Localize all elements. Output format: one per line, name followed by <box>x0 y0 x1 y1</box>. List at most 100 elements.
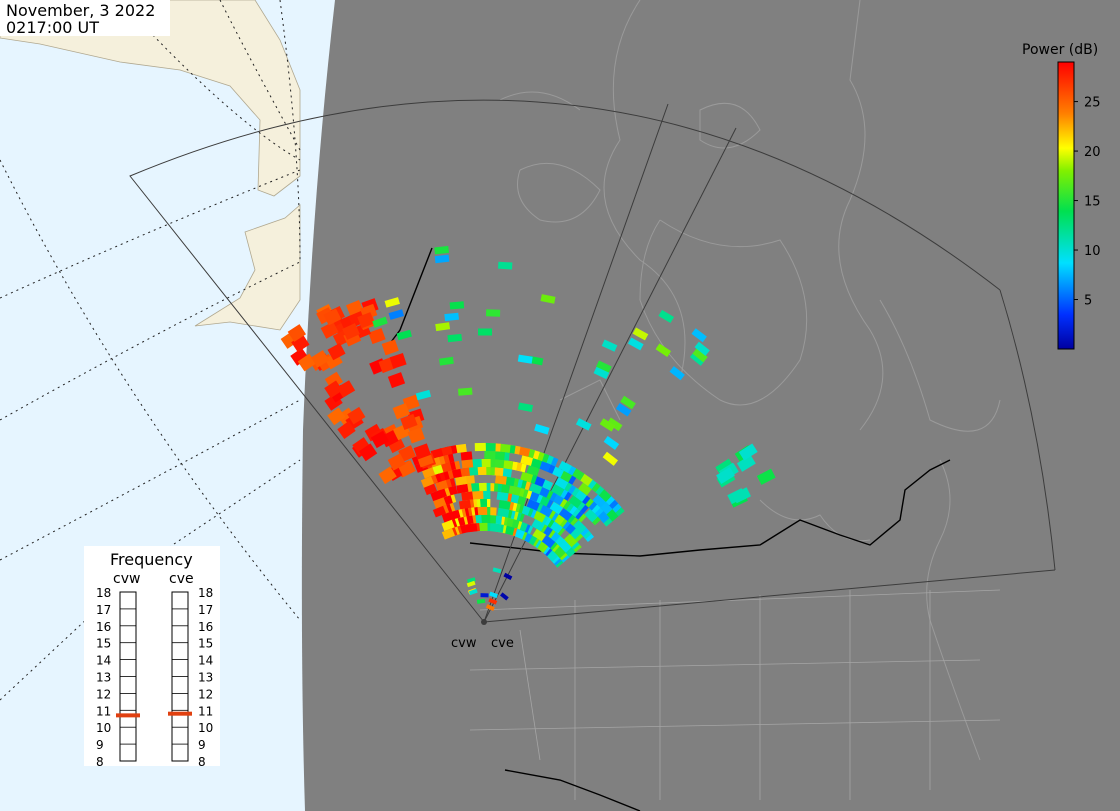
echo-cell <box>461 459 474 469</box>
frequency-scale-label: 9 <box>198 738 206 752</box>
echo-cell <box>433 497 447 509</box>
echo-cell <box>364 423 383 442</box>
echo-cell <box>484 450 496 460</box>
echo-cell <box>480 593 489 598</box>
coastlines <box>499 0 1001 761</box>
echo-cell <box>476 598 486 604</box>
echo-cell <box>532 510 546 523</box>
frequency-scale-label: 14 <box>96 654 111 668</box>
echo-cell <box>476 506 488 516</box>
echo-cell <box>381 339 399 356</box>
echo-cell <box>603 436 620 450</box>
echo-cell <box>441 528 456 540</box>
echo-cell <box>389 352 407 369</box>
echo-cell <box>738 443 758 461</box>
echo-cell <box>501 459 514 470</box>
echo-cell <box>529 482 543 495</box>
site-label-cvw: cvw <box>451 636 477 651</box>
echo-cell <box>420 476 435 488</box>
echo-cell <box>517 446 531 457</box>
echo-cell <box>400 413 418 430</box>
echo-cell <box>558 460 572 474</box>
frequency-scale-label: 18 <box>198 586 213 600</box>
echo-cell <box>517 354 533 364</box>
echo-cell <box>439 356 454 366</box>
frequency-scale-label: 8 <box>198 755 206 769</box>
time-label: 0217:00 UT <box>6 18 99 37</box>
echo-cell <box>492 459 505 469</box>
echo-cell <box>689 351 706 366</box>
echo-cell <box>458 499 472 510</box>
echo-cell <box>573 520 587 534</box>
echo-cell <box>532 528 546 542</box>
frequency-scale-label: 16 <box>96 620 111 634</box>
echo-cell <box>692 348 708 363</box>
echo-cell <box>669 366 685 381</box>
echo-cell <box>756 468 776 485</box>
echo-cell <box>498 261 513 270</box>
frequency-scale-label: 14 <box>198 654 213 668</box>
radar-echoes <box>280 245 776 612</box>
echo-cell <box>435 479 449 491</box>
echo-cell <box>539 504 553 518</box>
colorbar-tick-label: 15 <box>1084 195 1101 210</box>
frequency-scale-label: 11 <box>198 704 213 718</box>
echo-cell <box>392 403 411 420</box>
echo-cell <box>520 471 534 483</box>
echo-cell <box>526 465 540 477</box>
daylight-landmass <box>0 0 301 197</box>
echo-cell <box>716 467 735 484</box>
echo-cell <box>658 309 675 324</box>
echo-cell <box>342 323 360 340</box>
echo-cell <box>441 511 455 523</box>
frequency-marker <box>116 713 140 718</box>
echo-cell <box>468 588 478 596</box>
echo-cell <box>434 254 450 264</box>
frequency-scale-label: 12 <box>96 687 111 701</box>
echo-cell <box>323 308 342 326</box>
echo-cell <box>489 523 502 533</box>
echo-cell <box>368 327 386 345</box>
echo-cell <box>602 451 619 466</box>
echo-cell <box>485 604 495 612</box>
echo-cell <box>455 476 468 486</box>
echo-cell <box>336 380 356 398</box>
colorbar-title: Power (dB) <box>1022 42 1098 58</box>
echo-cell <box>372 316 388 328</box>
echo-cell <box>575 418 592 431</box>
echo-cell <box>422 467 436 479</box>
frequency-scale-label: 13 <box>198 671 213 685</box>
echo-cell <box>423 483 438 496</box>
echo-cell <box>447 333 463 343</box>
frequency-bars: 18 18 17 17 16 16 15 15 14 14 13 13 12 12 11 11 10 10 9 9 8 8 <box>96 586 213 769</box>
frequency-scale-label: 18 <box>96 586 111 600</box>
echo-cell <box>337 421 356 440</box>
echo-cell <box>456 483 469 494</box>
frequency-scale-label: 11 <box>96 704 111 718</box>
echo-cell <box>370 430 389 449</box>
frequency-radar-cvw: cvw <box>113 571 140 587</box>
echo-cell <box>467 577 476 584</box>
echo-cell <box>324 380 343 399</box>
echo-cell <box>466 580 476 588</box>
echo-cell <box>500 592 509 601</box>
date-label: November, 3 2022 <box>6 1 155 20</box>
radar-site-marker <box>481 619 487 625</box>
echo-cell <box>435 322 451 332</box>
frequency-scale-label: 15 <box>198 637 213 651</box>
echo-cell <box>534 423 550 435</box>
echo-cell <box>496 491 509 502</box>
echo-cell <box>599 418 616 432</box>
echo-cell <box>384 297 400 308</box>
echo-cell <box>291 334 310 353</box>
echo-cell <box>472 490 484 500</box>
echo-cell <box>460 451 473 461</box>
echo-cell <box>493 451 505 461</box>
echo-cell <box>736 454 756 472</box>
echo-cell <box>497 507 510 518</box>
echo-cell <box>434 245 450 255</box>
echo-cell <box>357 312 375 329</box>
echo-cell <box>287 324 306 342</box>
